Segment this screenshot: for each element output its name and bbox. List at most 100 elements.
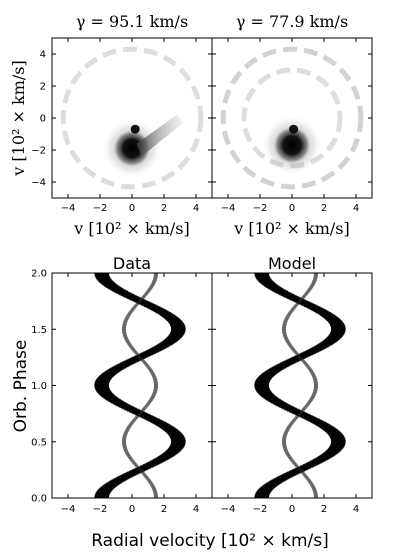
secondary-s-wave-segment bbox=[310, 484, 315, 487]
secondary-s-wave-segment bbox=[131, 307, 136, 310]
secondary-s-wave-segment bbox=[284, 451, 289, 454]
secondary-s-wave-segment bbox=[312, 376, 317, 378]
secondary-s-wave-segment bbox=[304, 405, 309, 408]
secondary-s-wave-segment bbox=[294, 465, 299, 467]
secondary-s-wave-segment bbox=[122, 442, 127, 444]
secondary-s-wave-segment bbox=[135, 416, 140, 418]
secondary-s-wave-segment bbox=[282, 329, 287, 331]
secondary-s-wave-segment bbox=[127, 344, 132, 346]
secondary-s-wave-segment bbox=[283, 335, 288, 337]
secondary-s-wave-segment bbox=[303, 406, 308, 408]
secondary-s-wave-segment bbox=[153, 273, 158, 275]
secondary-s-wave-segment bbox=[146, 366, 151, 368]
secondary-s-wave-segment bbox=[294, 353, 299, 355]
secondary-s-wave-segment bbox=[284, 338, 289, 340]
secondary-s-wave-segment bbox=[285, 453, 290, 455]
secondary-s-wave-segment bbox=[285, 428, 290, 430]
secondary-s-wave-segment bbox=[288, 424, 293, 427]
secondary-s-wave-segment bbox=[122, 328, 127, 330]
secondary-s-wave-segment bbox=[283, 321, 288, 323]
secondary-s-wave-segment bbox=[142, 361, 147, 364]
secondary-s-wave-segment bbox=[150, 285, 155, 287]
secondary-s-wave-segment bbox=[125, 315, 130, 318]
secondary-s-wave-segment bbox=[286, 454, 291, 456]
secondary-s-wave-segment bbox=[131, 461, 136, 463]
secondary-s-wave-segment bbox=[313, 492, 318, 495]
secondary-s-wave-segment bbox=[122, 436, 127, 438]
secondary-s-wave-segment bbox=[282, 446, 287, 449]
trail-xtick-label: 2 bbox=[321, 504, 327, 515]
trail-ytick-label: 0.5 bbox=[31, 437, 47, 448]
secondary-s-wave-segment bbox=[150, 484, 155, 487]
secondary-s-wave-segment bbox=[305, 290, 310, 293]
trail-xtick-label: 0 bbox=[289, 504, 295, 515]
secondary-s-wave-segment bbox=[284, 337, 289, 340]
map-primary-emission-spot bbox=[112, 128, 152, 169]
secondary-s-wave-segment bbox=[311, 375, 316, 377]
secondary-s-wave-segment bbox=[131, 348, 136, 351]
secondary-s-wave-segment bbox=[300, 359, 305, 362]
trail-xtick-label: 2 bbox=[161, 504, 167, 515]
secondary-s-wave-segment bbox=[142, 295, 147, 297]
secondary-s-wave-segment bbox=[312, 490, 317, 492]
secondary-s-wave-segment bbox=[151, 373, 156, 375]
secondary-s-wave-segment bbox=[128, 345, 133, 348]
secondary-s-wave-segment bbox=[151, 281, 156, 283]
secondary-s-wave-segment bbox=[302, 361, 307, 363]
secondary-s-wave-segment bbox=[125, 453, 130, 455]
secondary-s-wave-segment bbox=[149, 286, 154, 288]
secondary-s-wave-segment bbox=[306, 478, 311, 481]
secondary-s-wave-segment bbox=[295, 416, 300, 418]
secondary-s-wave-segment bbox=[122, 435, 127, 438]
secondary-s-wave-segment bbox=[132, 307, 137, 309]
secondary-s-wave-segment bbox=[145, 290, 150, 293]
secondary-s-wave-segment bbox=[124, 318, 129, 320]
secondary-s-wave-segment bbox=[129, 458, 134, 460]
secondary-s-wave-segment bbox=[145, 477, 150, 479]
secondary-s-wave-segment bbox=[148, 287, 153, 289]
secondary-s-wave-segment bbox=[140, 359, 145, 362]
secondary-s-wave-segment bbox=[284, 429, 289, 432]
secondary-s-wave-segment bbox=[311, 395, 316, 397]
secondary-s-wave-segment bbox=[128, 457, 133, 460]
secondary-s-wave-segment bbox=[286, 427, 291, 430]
secondary-s-wave-segment bbox=[148, 481, 153, 484]
secondary-s-wave-segment bbox=[133, 463, 138, 465]
map-outer-ring bbox=[220, 46, 364, 190]
secondary-s-wave-segment bbox=[285, 429, 290, 431]
secondary-s-wave-segment bbox=[299, 298, 304, 300]
secondary-s-wave-segment bbox=[151, 375, 156, 377]
secondary-s-wave-segment bbox=[306, 479, 311, 481]
secondary-s-wave-segment bbox=[153, 386, 158, 388]
secondary-s-wave-segment bbox=[152, 391, 157, 393]
secondary-s-wave-segment bbox=[309, 398, 314, 400]
secondary-s-wave-segment bbox=[312, 377, 317, 379]
secondary-s-wave-segment bbox=[147, 368, 152, 370]
trail-xtick-label: 4 bbox=[353, 504, 359, 515]
trail-ylabel: Orb. Phase bbox=[11, 340, 31, 433]
secondary-s-wave-segment bbox=[123, 320, 128, 322]
secondary-s-wave-segment bbox=[128, 424, 133, 427]
secondary-s-wave-segment bbox=[302, 407, 307, 410]
secondary-s-wave-segment bbox=[305, 403, 310, 405]
secondary-s-wave-segment bbox=[301, 296, 306, 299]
secondary-s-wave-segment bbox=[127, 456, 132, 459]
secondary-s-wave-segment bbox=[153, 379, 158, 381]
secondary-s-wave-segment bbox=[288, 424, 293, 426]
secondary-s-wave-segment bbox=[153, 492, 158, 495]
secondary-s-wave-segment bbox=[312, 280, 317, 282]
secondary-s-wave-segment bbox=[285, 452, 290, 454]
secondary-s-wave-segment bbox=[133, 464, 138, 466]
secondary-s-wave-segment bbox=[130, 460, 135, 462]
secondary-s-wave-segment bbox=[282, 330, 287, 332]
secondary-s-wave-segment bbox=[139, 410, 144, 413]
primary-s-wave-segment bbox=[94, 273, 109, 275]
secondary-s-wave-segment bbox=[312, 392, 317, 394]
secondary-s-wave-segment bbox=[131, 462, 136, 464]
trail-ytick-label: 1.0 bbox=[31, 381, 47, 392]
secondary-s-wave-segment bbox=[134, 304, 139, 306]
map-xtick-label: 0 bbox=[129, 203, 135, 214]
trail-data-frame bbox=[51, 272, 213, 499]
secondary-s-wave-segment bbox=[282, 443, 287, 445]
secondary-s-wave-segment bbox=[286, 315, 291, 317]
